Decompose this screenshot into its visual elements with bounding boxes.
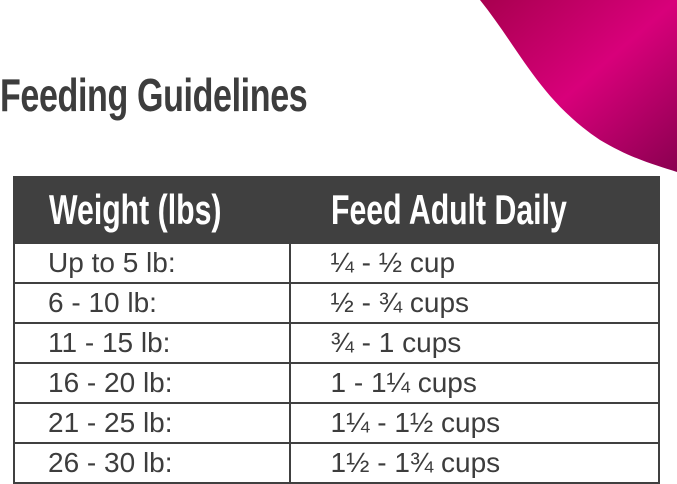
table-row: 16 - 20 lb: 1 - 1¼ cups	[13, 362, 661, 404]
amount-cell: 1½ - 1¾ cups	[288, 442, 661, 484]
table-row: Up to 5 lb: ¼ - ½ cup	[13, 242, 661, 284]
header-feed: Feed Adult Daily	[288, 176, 661, 244]
amount-cell: ½ - ¾ cups	[288, 282, 661, 324]
table-row: 6 - 10 lb: ½ - ¾ cups	[13, 282, 661, 324]
weight-cell: 16 - 20 lb:	[13, 362, 291, 404]
header-feed-label: Feed Adult Daily	[330, 186, 567, 233]
amount-cell: 1¼ - 1½ cups	[288, 402, 661, 444]
amount-cell: 1 - 1¼ cups	[288, 362, 661, 404]
weight-cell: Up to 5 lb:	[13, 242, 291, 284]
feeding-table: Weight (lbs) Feed Adult Daily Up to 5 lb…	[13, 176, 661, 484]
amount-cell: ¼ - ½ cup	[288, 242, 661, 284]
table-row: 26 - 30 lb: 1½ - 1¾ cups	[13, 442, 661, 484]
table-row: 11 - 15 lb: ¾ - 1 cups	[13, 322, 661, 364]
weight-cell: 6 - 10 lb:	[13, 282, 291, 324]
page-title: Feeding Guidelines	[0, 69, 308, 121]
weight-cell: 21 - 25 lb:	[13, 402, 291, 444]
header-weight-label: Weight (lbs)	[49, 186, 222, 233]
weight-cell: 26 - 30 lb:	[13, 442, 291, 484]
amount-cell: ¾ - 1 cups	[288, 322, 661, 364]
table-row: 21 - 25 lb: 1¼ - 1½ cups	[13, 402, 661, 444]
weight-cell: 11 - 15 lb:	[13, 322, 291, 364]
table-header-row: Weight (lbs) Feed Adult Daily	[13, 176, 661, 244]
header-weight: Weight (lbs)	[13, 176, 291, 244]
